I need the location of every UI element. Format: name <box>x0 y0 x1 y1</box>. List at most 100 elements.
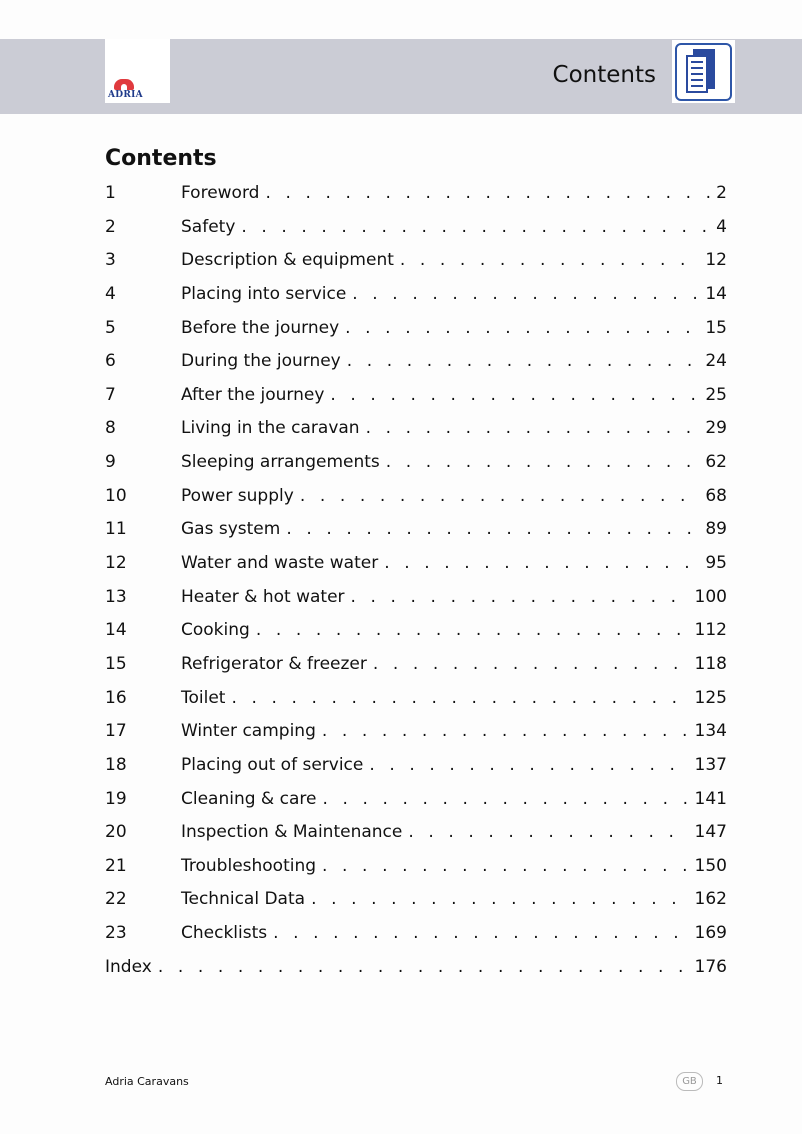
entry-page: 137 <box>694 754 727 775</box>
dot-leader <box>273 920 688 946</box>
entry-title: Toilet <box>181 687 226 708</box>
toc-entry[interactable]: 12 Water and waste water 95 <box>105 550 727 584</box>
dot-leader <box>384 550 699 576</box>
adria-logo: ADRIA <box>105 39 170 103</box>
entry-page: 29 <box>705 418 727 439</box>
entry-page: 169 <box>694 923 727 944</box>
adria-logo-text: ADRIA <box>108 90 143 100</box>
dot-leader <box>347 348 700 374</box>
entry-page: 118 <box>694 653 727 674</box>
entry-number: 9 <box>105 452 116 473</box>
entry-page: 89 <box>705 519 727 540</box>
dot-leader <box>408 819 688 845</box>
toc-entry[interactable]: 22 Technical Data 162 <box>105 886 727 920</box>
toc-entry[interactable]: 4 Placing into service 14 <box>105 281 727 315</box>
dot-leader <box>352 281 699 307</box>
toc-entry[interactable]: 5 Before the journey 15 <box>105 315 727 349</box>
dot-leader <box>369 752 688 778</box>
toc-entry[interactable]: 21 Troubleshooting 150 <box>105 853 727 887</box>
dot-leader <box>386 449 700 475</box>
entry-page: 162 <box>694 889 727 910</box>
entry-number: 6 <box>105 351 116 372</box>
toc-entry[interactable]: 2 Safety 4 <box>105 214 727 248</box>
entry-page: 147 <box>694 822 727 843</box>
dot-leader <box>373 651 689 677</box>
dot-leader <box>366 415 700 441</box>
entry-title: Technical Data <box>181 889 306 910</box>
dot-leader <box>330 382 699 408</box>
entry-title: Water and waste water <box>181 553 379 574</box>
entry-number: 2 <box>105 216 116 237</box>
dot-leader <box>345 315 699 341</box>
entry-number: 17 <box>105 721 127 742</box>
toc-entry[interactable]: 8 Living in the caravan 29 <box>105 415 727 449</box>
toc-entry[interactable]: 13 Heater & hot water 100 <box>105 584 727 618</box>
toc-entry[interactable]: 6 During the journey 24 <box>105 348 727 382</box>
toc-entry[interactable]: 18 Placing out of service 137 <box>105 752 727 786</box>
dot-leader <box>322 786 688 812</box>
dot-leader <box>322 718 689 744</box>
dot-leader <box>231 685 688 711</box>
entry-title: Cleaning & care <box>181 788 317 809</box>
entry-number: 18 <box>105 754 127 775</box>
entry-title: Foreword <box>181 183 260 203</box>
toc-entry[interactable]: 10 Power supply 68 <box>105 483 727 517</box>
header-title: Contents <box>552 62 656 88</box>
entry-title: Winter camping <box>181 721 316 742</box>
toc-entry[interactable]: 14 Cooking 112 <box>105 617 727 651</box>
entry-page: 25 <box>705 384 727 405</box>
toc-entry[interactable]: 3 Description & equipment 12 <box>105 247 727 281</box>
entry-page: 112 <box>694 620 727 641</box>
entry-number: 22 <box>105 889 127 910</box>
entry-number: 7 <box>105 384 116 405</box>
table-of-contents: 1Foreword22Safety43Description & equipme… <box>105 180 727 987</box>
toc-entry[interactable]: 20 Inspection & Maintenance 147 <box>105 819 727 853</box>
footer-page-number: 1 <box>716 1074 723 1087</box>
toc-entry[interactable]: 19 Cleaning & care 141 <box>105 786 727 820</box>
entry-number: 5 <box>105 317 116 338</box>
dot-leader <box>311 886 688 912</box>
toc-entry[interactable]: 1 Foreword 2 <box>105 180 727 214</box>
entry-number: 21 <box>105 855 127 876</box>
entry-title: Refrigerator & freezer <box>181 653 367 674</box>
entry-number: 3 <box>105 250 116 271</box>
footer-brand: Adria Caravans <box>105 1075 189 1088</box>
toc-entry[interactable]: 11 Gas system 89 <box>105 516 727 550</box>
toc-entry[interactable]: 23 Checklists 169 <box>105 920 727 954</box>
toc-entry-index[interactable]: Index 176 <box>105 954 727 988</box>
entry-title: Sleeping arrangements <box>181 452 380 473</box>
entry-number: 16 <box>105 687 127 708</box>
toc-entry[interactable]: 7 After the journey 25 <box>105 382 727 416</box>
entry-number: 15 <box>105 653 127 674</box>
entry-page: 125 <box>694 687 727 708</box>
toc-entry[interactable]: 9 Sleeping arrangements 62 <box>105 449 727 483</box>
entry-title: Placing into service <box>181 283 347 304</box>
entry-number: 20 <box>105 822 127 843</box>
toc-entry[interactable]: 16 Toilet 125 <box>105 685 727 719</box>
entry-title: Placing out of service <box>181 754 364 775</box>
entry-page: 2 <box>716 183 727 203</box>
entry-number: 14 <box>105 620 127 641</box>
dot-leader <box>400 247 699 273</box>
entry-page: 62 <box>705 452 727 473</box>
entry-number: 1 <box>105 183 116 203</box>
toc-entry[interactable]: 17 Winter camping 134 <box>105 718 727 752</box>
entry-page: 14 <box>705 283 727 304</box>
entry-title: Description & equipment <box>181 250 394 271</box>
dot-leader <box>286 516 699 542</box>
dot-leader <box>241 214 710 240</box>
entry-title: Before the journey <box>181 317 340 338</box>
entry-number: 10 <box>105 485 127 506</box>
entry-title: Cooking <box>181 620 250 641</box>
entry-page: 100 <box>694 586 727 607</box>
entry-title: Gas system <box>181 519 281 540</box>
toc-entry[interactable]: 15 Refrigerator & freezer 118 <box>105 651 727 685</box>
entry-number: 8 <box>105 418 116 439</box>
entry-title: Heater & hot water <box>181 586 345 607</box>
dot-leader <box>300 483 700 509</box>
dot-leader <box>158 954 689 980</box>
dot-leader <box>351 584 689 610</box>
entry-page: 141 <box>694 788 727 809</box>
entry-page: 68 <box>705 485 727 506</box>
entry-number: 19 <box>105 788 127 809</box>
